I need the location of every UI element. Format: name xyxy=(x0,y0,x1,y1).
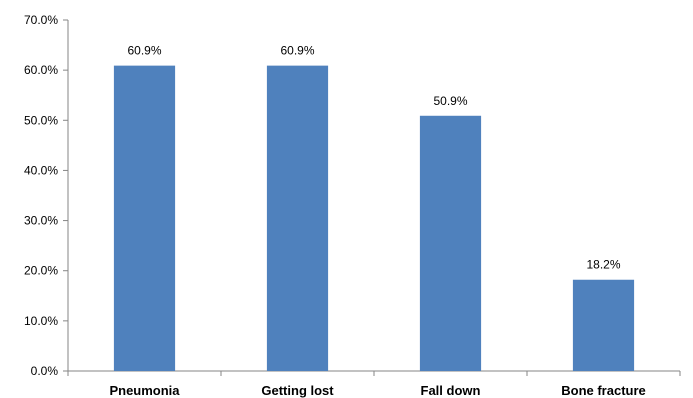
y-tick-label: 20.0% xyxy=(24,264,58,278)
y-tick-label: 40.0% xyxy=(24,163,58,177)
bar xyxy=(572,279,635,371)
y-tick-label: 30.0% xyxy=(24,214,58,228)
y-tick-label: 50.0% xyxy=(24,113,58,127)
bar xyxy=(113,65,176,371)
data-labels: 60.9% 60.9% 50.9% 18.2% xyxy=(127,44,620,272)
bar xyxy=(266,65,329,371)
bar xyxy=(419,115,482,371)
data-label: 60.9% xyxy=(127,44,161,58)
data-label: 18.2% xyxy=(586,258,620,272)
data-label: 50.9% xyxy=(433,94,467,108)
y-tick-label: 70.0% xyxy=(24,13,58,27)
category-labels: Pneumonia Getting lost Fall down Bone fract… xyxy=(109,383,645,398)
category-label: Getting lost xyxy=(261,383,334,398)
bars xyxy=(113,65,635,371)
category-label: Fall down xyxy=(421,383,481,398)
y-tick-label: 10.0% xyxy=(24,314,58,328)
x-axis xyxy=(67,370,681,376)
data-label: 60.9% xyxy=(280,44,314,58)
y-tick-label: 0.0% xyxy=(31,364,59,378)
y-axis: 0.0% 10.0% 20.0% 30.0% 40.0% 50.0% 60.0% 70.0% xyxy=(24,13,69,378)
category-label: Bone fracture xyxy=(561,383,646,398)
y-tick-label: 60.0% xyxy=(24,63,58,77)
category-label: Pneumonia xyxy=(109,383,180,398)
